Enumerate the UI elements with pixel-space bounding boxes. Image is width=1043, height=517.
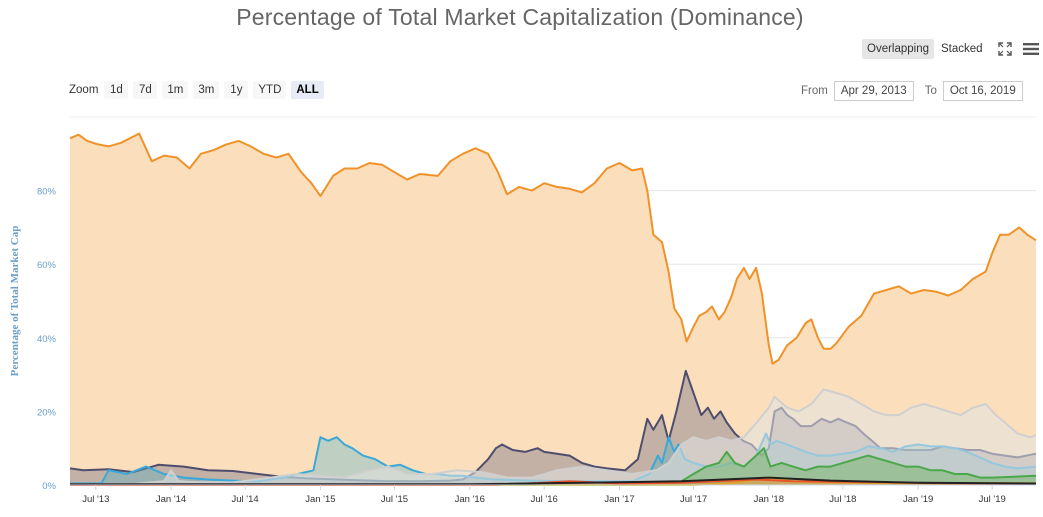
y-tick-label-4: 80% [37, 187, 57, 198]
x-tick-label-11: Jan '19 [903, 494, 933, 505]
y-tick-label-0: 0% [42, 481, 56, 492]
from-label: From [801, 85, 828, 97]
x-tick-label-12: Jul '19 [979, 494, 1006, 505]
x-tick-label-3: Jan '15 [305, 494, 335, 505]
zoom-7d-button[interactable]: 7d [133, 81, 158, 99]
zoom-ytd-button[interactable]: YTD [253, 81, 287, 99]
y-axis-label: Percentage of Total Market Cap [9, 226, 21, 377]
x-tick-label-7: Jan '17 [604, 494, 634, 505]
date-range-selector: From Apr 29, 2013 To Oct 16, 2019 [801, 81, 1034, 101]
x-tick-label-0: Jul '13 [82, 494, 109, 505]
series-3-line [70, 388, 1037, 485]
chart-title: Percentage of Total Market Capitalizatio… [236, 4, 804, 30]
y-tick-label-2: 40% [37, 334, 57, 345]
y-tick-label-1: 20% [37, 407, 57, 418]
x-tick-label-9: Jan '18 [754, 494, 784, 505]
series-7-line [70, 476, 1037, 486]
series-0-area [70, 133, 1036, 485]
hamburger-menu-icon[interactable] [1022, 40, 1040, 58]
x-tick-label-8: Jul '17 [680, 494, 707, 505]
zoom-3m-button[interactable]: 3m [193, 81, 220, 99]
zoom-1y-button[interactable]: 1y [224, 81, 249, 99]
x-tick-label-4: Jul '15 [381, 494, 408, 505]
fullscreen-icon-glyph [997, 42, 1012, 56]
to-date-input[interactable]: Oct 16, 2019 [942, 81, 1023, 101]
series-5-area [70, 477, 1036, 485]
menu-icon-glyph [1022, 43, 1039, 55]
zoom-label: Zoom [69, 84, 99, 96]
from-date-input[interactable]: Apr 29, 2013 [833, 81, 914, 101]
zoom-all-button[interactable]: ALL [291, 81, 324, 99]
series-4-area [70, 448, 1036, 485]
zoom-1m-button[interactable]: 1m [162, 81, 189, 99]
x-tick-label-2: Jul '14 [232, 494, 259, 505]
stacked-button[interactable]: Stacked [941, 43, 983, 55]
series-4-line [70, 447, 1037, 486]
series-0-line [69, 132, 1037, 365]
x-tick-label-10: Jul '18 [829, 494, 856, 505]
x-tick-label-1: Jan '14 [156, 494, 186, 505]
zoom-controls: Zoom 1d 7d 1m 3m 1y YTD ALL [69, 81, 329, 99]
chart-mode-toggle: Overlapping Stacked [862, 39, 1040, 59]
x-tick-label-5: Jan '16 [455, 494, 485, 505]
fullscreen-icon[interactable] [996, 40, 1014, 58]
zoom-1d-button[interactable]: 1d [104, 81, 129, 99]
y-tick-label-3: 60% [37, 260, 57, 271]
x-tick-label-6: Jul '16 [531, 494, 558, 505]
to-label: To [924, 85, 937, 97]
series-3-area [70, 389, 1036, 485]
overlapping-button[interactable]: Overlapping [862, 39, 935, 59]
